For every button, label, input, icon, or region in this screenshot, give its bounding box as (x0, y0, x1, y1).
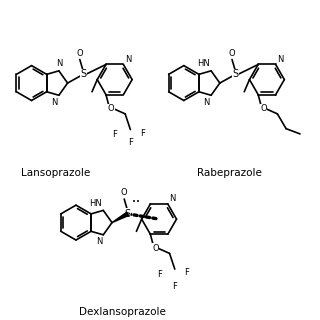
Text: Dexlansoprazole: Dexlansoprazole (78, 307, 165, 317)
Polygon shape (112, 212, 129, 223)
Text: O: O (229, 49, 235, 58)
Text: O: O (121, 188, 127, 197)
Text: HN: HN (89, 199, 102, 208)
Text: F: F (140, 129, 145, 138)
Text: N: N (96, 237, 102, 246)
Text: F: F (112, 130, 117, 139)
Text: O: O (260, 104, 267, 113)
Text: F: F (128, 138, 133, 147)
Text: F: F (185, 268, 189, 277)
Text: S: S (124, 209, 131, 219)
Text: S: S (80, 69, 86, 79)
Text: N: N (56, 59, 62, 68)
Text: N: N (51, 98, 58, 107)
Text: S: S (232, 69, 239, 79)
Text: F: F (172, 282, 177, 291)
Text: ••: •• (132, 199, 140, 205)
Text: HN: HN (197, 59, 210, 68)
Text: N: N (169, 194, 176, 203)
Text: N: N (204, 98, 210, 107)
Text: F: F (157, 270, 162, 279)
Text: O: O (152, 244, 159, 253)
Text: N: N (125, 54, 132, 63)
Text: Rabeprazole: Rabeprazole (197, 168, 262, 178)
Text: N: N (277, 54, 284, 63)
Text: Lansoprazole: Lansoprazole (21, 168, 90, 178)
Text: O: O (108, 104, 115, 113)
Text: O: O (76, 49, 83, 58)
